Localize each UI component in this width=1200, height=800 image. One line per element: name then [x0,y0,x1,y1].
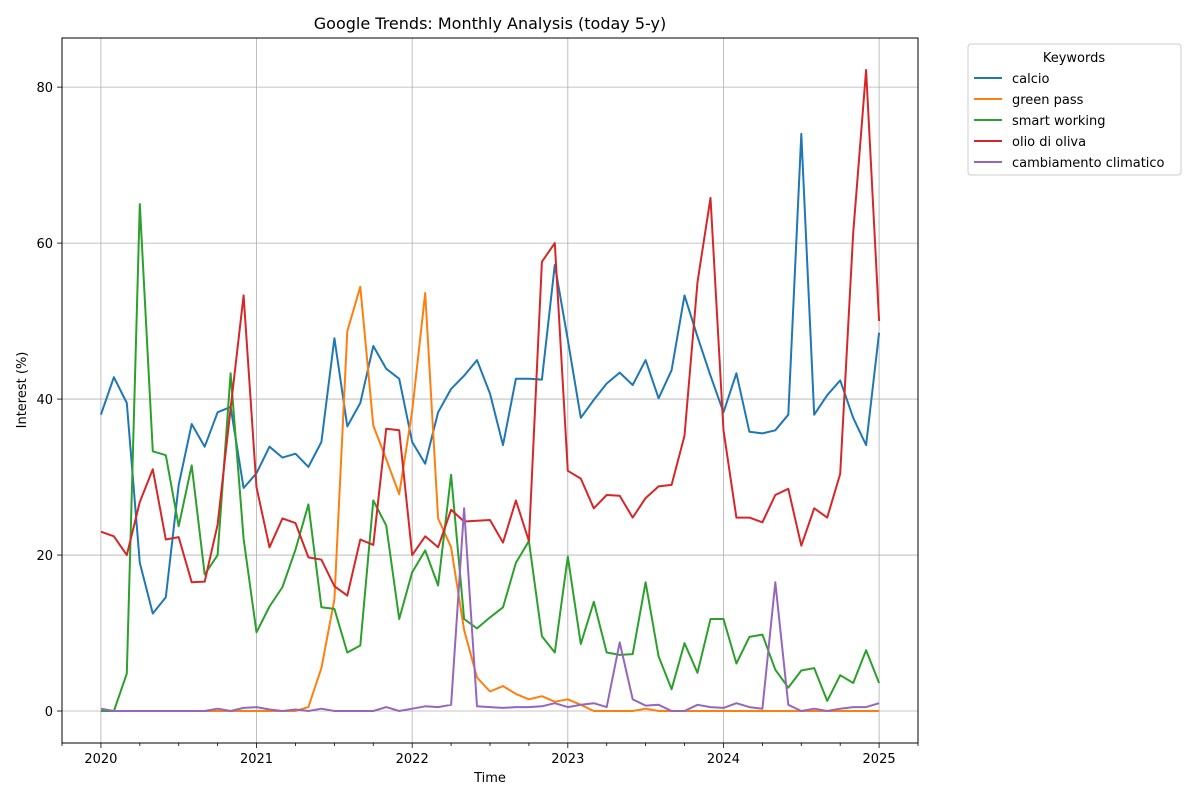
x-tick-label: 2021 [240,752,273,767]
legend: Keywords calcio green pass smart working ol… [967,43,1182,176]
legend-label: smart working [1012,114,1106,129]
legend-label: olio di oliva [1012,135,1086,150]
series-line-cambiamento-climatico [100,507,880,712]
series-line-smart-working [100,203,881,712]
legend-box [967,43,1182,176]
x-axis-label: Time [473,771,506,786]
legend-item-calcio: calcio [974,72,1049,87]
y-tick-label: 40 [36,393,53,408]
legend-item-smart-working: smart working [974,114,1106,129]
series-line-olio-di-oliva [100,69,881,597]
y-axis-label: Interest (%) [15,352,30,429]
legend-label: green pass [1012,93,1084,108]
y-tick-label: 80 [36,81,53,96]
y-tick-label: 60 [36,237,53,252]
legend-label: calcio [1012,72,1049,87]
chart-title: Google Trends: Monthly Analysis (today 5… [314,14,666,33]
axis-ticks: 2020 2021 2022 2023 2024 2025 0 20 40 60 80 [36,81,919,767]
y-tick-label: 20 [36,549,53,564]
y-tick-label: 0 [45,705,53,720]
x-tick-label: 2020 [84,752,117,767]
x-tick-label: 2025 [863,752,896,767]
x-tick-label: 2022 [396,752,429,767]
x-tick-label: 2023 [551,752,584,767]
legend-title: Keywords [1043,51,1106,66]
legend-label: cambiamento climatico [1012,156,1165,171]
legend-item-green-pass: green pass [974,93,1084,108]
legend-item-cambiamento-climatico: cambiamento climatico [974,156,1165,171]
series-line-green-pass [100,285,880,712]
legend-items: calcio green pass smart working olio di oli… [974,72,1165,171]
plot-series [99,69,881,712]
x-tick-label: 2024 [707,752,740,767]
legend-item-olio-di-oliva: olio di oliva [974,135,1086,150]
